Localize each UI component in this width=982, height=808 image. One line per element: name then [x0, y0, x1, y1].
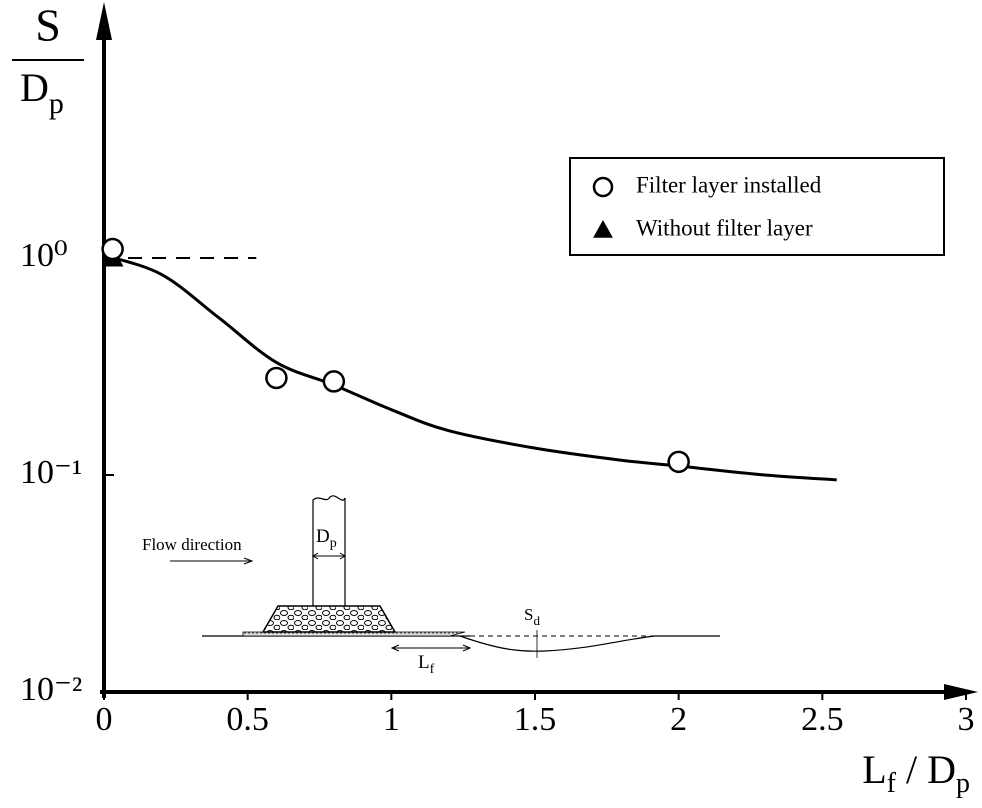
y-tick-label: 10⁻¹: [20, 454, 82, 491]
x-arrow: [944, 684, 978, 700]
x-tick-label: 0.5: [226, 701, 269, 738]
y-tick-label: 10⁻²: [20, 671, 82, 708]
y-tick-label: 10⁰: [20, 237, 68, 274]
inset-flow-label: Flow direction: [142, 535, 242, 554]
x-tick-label: 2: [670, 701, 687, 738]
inset-pile-label: Dp: [316, 526, 337, 551]
legend-marker: [593, 219, 613, 238]
inset-diagram: [170, 495, 720, 658]
legend-label: Without filter layer: [636, 215, 813, 240]
x-tick-label: 1: [383, 701, 400, 738]
y-label-numerator: S: [35, 0, 61, 51]
x-tick-label: 0: [96, 701, 113, 738]
fit-curve: [103, 253, 837, 482]
x-tick-label: 1.5: [514, 701, 557, 738]
point: [265, 366, 288, 390]
point: [101, 237, 124, 261]
y-arrow: [96, 2, 112, 40]
x-tick-label: 2.5: [801, 701, 844, 738]
point: [667, 450, 690, 474]
legend-label: Filter layer installed: [636, 172, 822, 197]
legend-marker: [592, 176, 614, 198]
inset-scour-label: Sd: [524, 605, 540, 628]
legend-items: Filter layer installed Without filter lay…: [592, 172, 822, 240]
point: [322, 370, 346, 393]
x-tick-label: 3: [958, 701, 975, 738]
y-label-denominator: Dp: [20, 65, 64, 120]
x-label: Lf / Dp: [862, 747, 970, 799]
inset-filter-label: Lf: [418, 652, 435, 677]
legend: [569, 157, 945, 256]
